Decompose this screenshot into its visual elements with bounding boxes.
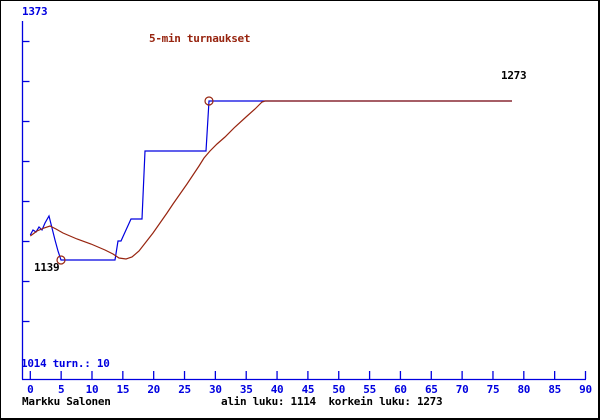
x-tick-label-75: 75: [486, 383, 500, 396]
x-tick-label-70: 70: [455, 383, 469, 396]
stats-summary: alin luku: 1114 korkein luku: 1273: [221, 395, 443, 408]
x-tick-label-10: 10: [85, 383, 99, 396]
min-point-marker: [56, 255, 66, 265]
x-tick-label-80: 80: [517, 383, 531, 396]
max-point-marker: [204, 96, 214, 106]
chart-title: 5-min turnaukset: [149, 32, 251, 45]
x-tick-label-40: 40: [270, 383, 284, 396]
x-tick-label-20: 20: [147, 383, 160, 396]
x-tick-label-25: 25: [178, 383, 191, 396]
rating_blue_line: [29, 100, 512, 261]
x-tick-label-15: 15: [116, 383, 130, 396]
x-tick-label-0: 0: [27, 383, 34, 396]
x-tick-label-55: 55: [363, 383, 376, 396]
x-tick-label-35: 35: [239, 383, 253, 396]
x-tick-label-65: 65: [424, 383, 438, 396]
max-point-label: 1273: [501, 69, 527, 82]
player-name: Markku Salonen: [22, 395, 111, 408]
x-tick-label-30: 30: [209, 383, 222, 396]
x-tick-label-85: 85: [548, 383, 561, 396]
y-axis-top-label: 1373: [22, 5, 48, 18]
x-tick-label-60: 60: [394, 383, 407, 396]
trend_red_line: [29, 100, 512, 260]
y-axis-bottom-info: 1014 turn.: 10: [21, 357, 110, 370]
min-point-label: 1139: [34, 261, 60, 274]
x-tick-label-50: 50: [332, 383, 346, 396]
x-tick-label-5: 5: [57, 383, 65, 396]
x-tick-label-45: 45: [301, 383, 315, 396]
x-tick-label-90: 90: [579, 383, 592, 396]
